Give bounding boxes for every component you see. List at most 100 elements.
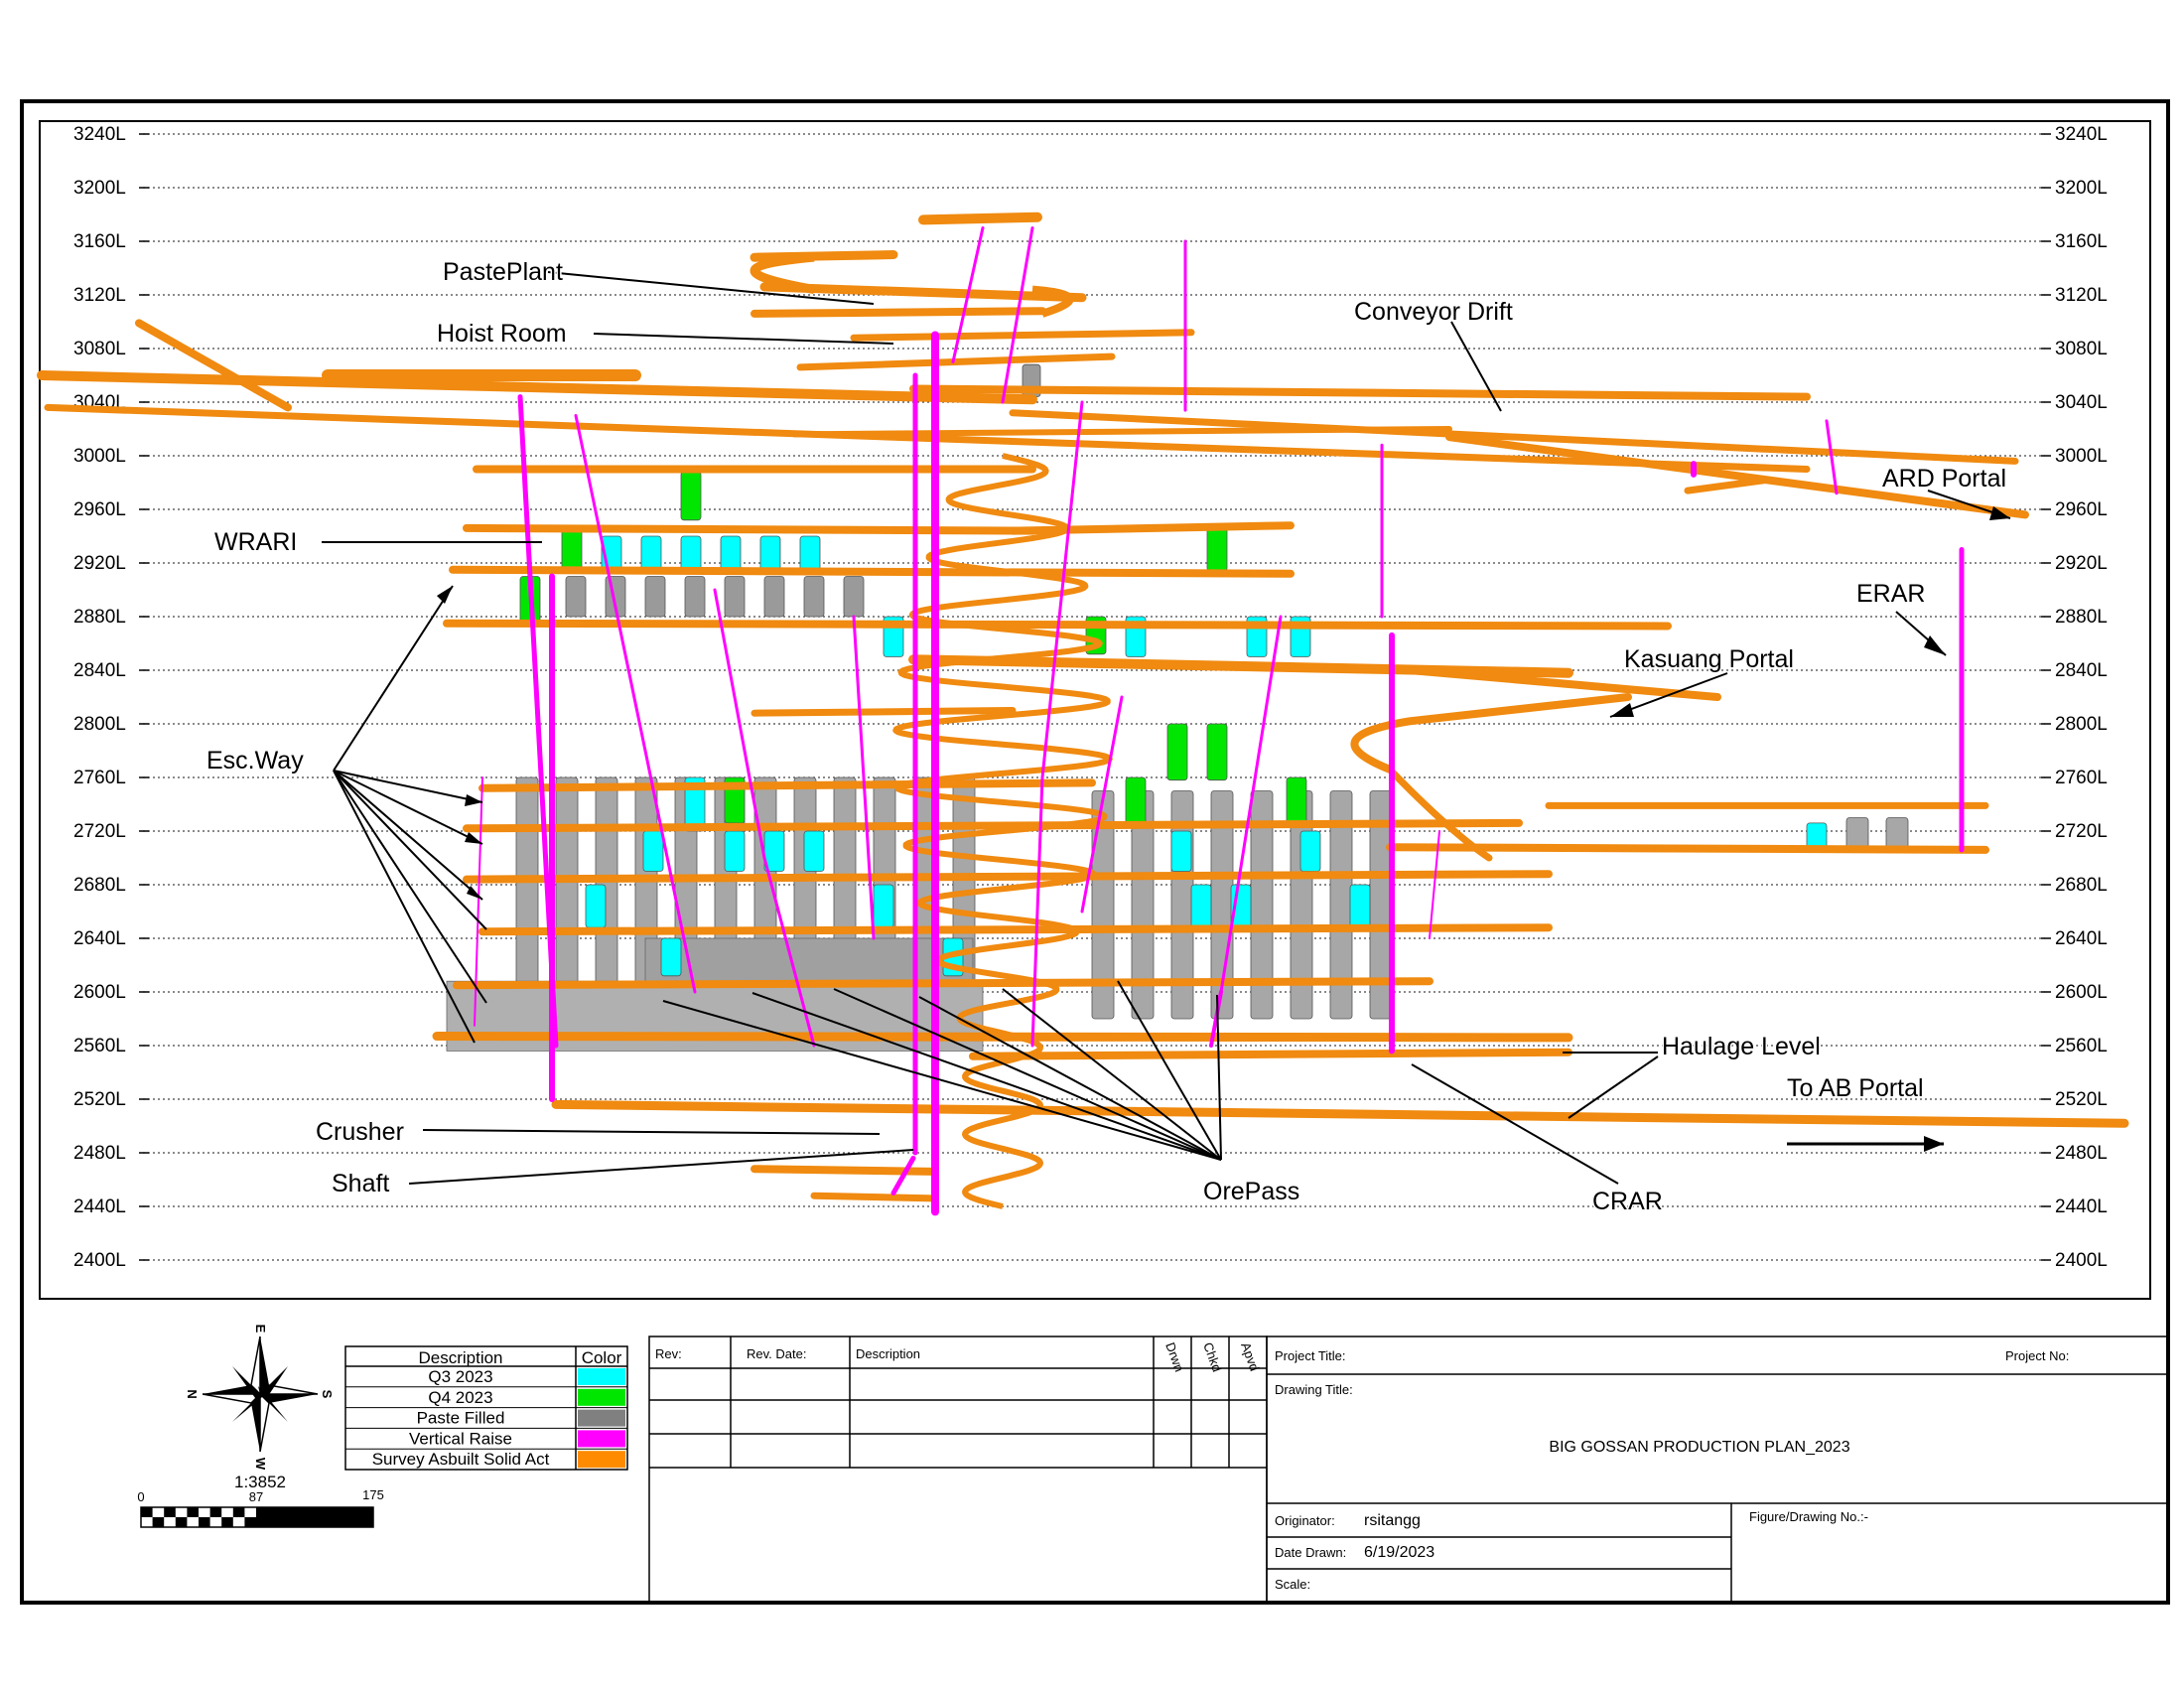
leader-hoist-room	[593, 333, 894, 345]
level-label-right: 3080L	[2055, 339, 2108, 359]
crusher-ramp-bottom	[810, 1192, 937, 1202]
label-haulage-level: Haulage Level	[1662, 1033, 1821, 1060]
q3-stope-2720	[642, 830, 664, 872]
raise-central-3	[1080, 695, 1124, 914]
q3-stope-2720-central	[1299, 830, 1321, 872]
q3-stope-2680	[1349, 884, 1371, 928]
date-drawn-value: 6/19/2023	[1364, 1544, 1434, 1561]
spiral-decline-ramp	[892, 453, 1113, 1209]
rev-header-rev: Rev:	[655, 1346, 682, 1361]
escape-raise-east	[1429, 830, 1440, 939]
label-shaft: Shaft	[332, 1170, 389, 1197]
raise-central-4	[1219, 615, 1283, 994]
hoist-top-drift	[918, 211, 1042, 225]
upper-raise-b	[951, 226, 985, 363]
level-label-left: 3240L	[73, 124, 126, 145]
level-2946	[463, 523, 1036, 535]
q4-stope-2800-b	[1206, 723, 1228, 781]
compass-s: S	[320, 1390, 335, 1399]
legend-swatch	[578, 1368, 625, 1385]
compass-e: E	[253, 1325, 268, 1334]
paste-stope-upper	[803, 576, 825, 618]
paste-plant-loop-east	[1031, 285, 1074, 318]
conveyor-lower-drift	[1009, 409, 2019, 465]
level-2808	[751, 707, 1017, 717]
leader-escway-1	[333, 585, 454, 772]
scale-bar-checker	[199, 1517, 210, 1527]
raise-west-1	[574, 414, 647, 753]
survey-asbuilt-drifts	[37, 211, 2129, 1209]
drawing-title-label: Drawing Title:	[1275, 1382, 1353, 1397]
scale-tick-0: 0	[137, 1489, 144, 1504]
compass-rose-icon: E S W N	[185, 1325, 335, 1471]
figure-no-label: Figure/Drawing No.:-	[1749, 1509, 1868, 1524]
level-2752	[478, 778, 1096, 792]
escape-way-raise	[474, 776, 483, 1027]
callout-leaders	[322, 271, 2011, 1185]
leader-escway-5	[333, 770, 487, 930]
label-hoist-room: Hoist Room	[437, 320, 567, 348]
level-label-left: 2840L	[73, 660, 126, 681]
scale-tick-87: 87	[249, 1489, 263, 1504]
leader-escway-6	[333, 770, 487, 1004]
level-label-right: 2960L	[2055, 499, 2108, 520]
arrowhead-esc-3	[465, 832, 482, 844]
legend-swatch	[578, 1409, 625, 1427]
project-no-label: Project No:	[2005, 1348, 2069, 1363]
arrowhead-ab-portal	[1924, 1136, 1944, 1152]
rev-header-description: Description	[856, 1346, 920, 1361]
raise-central-1	[1040, 400, 1084, 779]
upper-raise-a	[1001, 226, 1034, 404]
label-crar: CRAR	[1592, 1188, 1663, 1215]
paste-plant-drift	[759, 282, 1087, 303]
level-label-left: 2880L	[73, 607, 126, 628]
legend-header-color: Color	[582, 1348, 622, 1367]
level-2722	[463, 818, 1523, 833]
legend-label: Paste Filled	[417, 1409, 505, 1428]
west-portal-ramp	[135, 319, 292, 412]
level-label-right: 2800L	[2055, 714, 2108, 735]
leader-crar	[1411, 1063, 1619, 1185]
arrowhead-erar	[1924, 635, 1946, 655]
legend-label: Vertical Raise	[409, 1429, 512, 1448]
level-grid: 3240L 3240L 3200L 3200L 3160L 3160L 3120L 3120L…	[73, 124, 2108, 1271]
level-label-right: 3120L	[2055, 285, 2108, 306]
leader-haulage-2	[1568, 1055, 1659, 1119]
q3-stope-2680	[873, 884, 894, 928]
level-label-right: 2480L	[2055, 1143, 2108, 1164]
scale-bar-checker	[152, 1517, 165, 1527]
paste-stope-upper	[565, 576, 587, 618]
label-paste-plant: PastePlant	[443, 258, 563, 286]
level-label-left: 2520L	[73, 1089, 126, 1110]
level-label-right: 3240L	[2055, 124, 2108, 145]
label-wrari: WRARI	[214, 528, 297, 556]
raise-central-2	[1030, 775, 1044, 1048]
q4-stope-2946	[561, 527, 583, 572]
legend-label: Survey Asbuilt Solid Act	[372, 1450, 550, 1469]
leader-escway-2	[333, 770, 483, 803]
raise-west-3	[713, 588, 766, 860]
level-label-right: 2520L	[2055, 1089, 2108, 1110]
lower-surface-drift	[44, 403, 1811, 473]
hoist-loop	[796, 352, 1116, 371]
crusher-raise	[890, 1155, 916, 1196]
arrowhead-esc-4	[467, 886, 482, 900]
leader-orepass-7	[1216, 994, 1222, 1161]
level-label-left: 2400L	[73, 1250, 126, 1271]
arrowhead-kasuang	[1610, 703, 1634, 717]
q4-2023-stopes	[519, 471, 1307, 826]
level-2567	[432, 1032, 1573, 1043]
date-drawn-label: Date Drawn:	[1275, 1545, 1346, 1560]
level-label-right: 2680L	[2055, 875, 2108, 896]
project-title-label: Project Title:	[1275, 1348, 1346, 1363]
leader-escway-7	[333, 770, 476, 1044]
level-label-left: 2480L	[73, 1143, 126, 1164]
legend-swatch	[578, 1451, 625, 1469]
q4-stope-2946-east	[1206, 527, 1228, 572]
level-label-right: 3040L	[2055, 392, 2108, 413]
level-2645	[478, 923, 1553, 936]
level-label-right: 2760L	[2055, 768, 2108, 788]
level-label-right: 2840L	[2055, 660, 2108, 681]
q3-stope-2680	[585, 884, 607, 928]
level-label-left: 3080L	[73, 339, 126, 359]
